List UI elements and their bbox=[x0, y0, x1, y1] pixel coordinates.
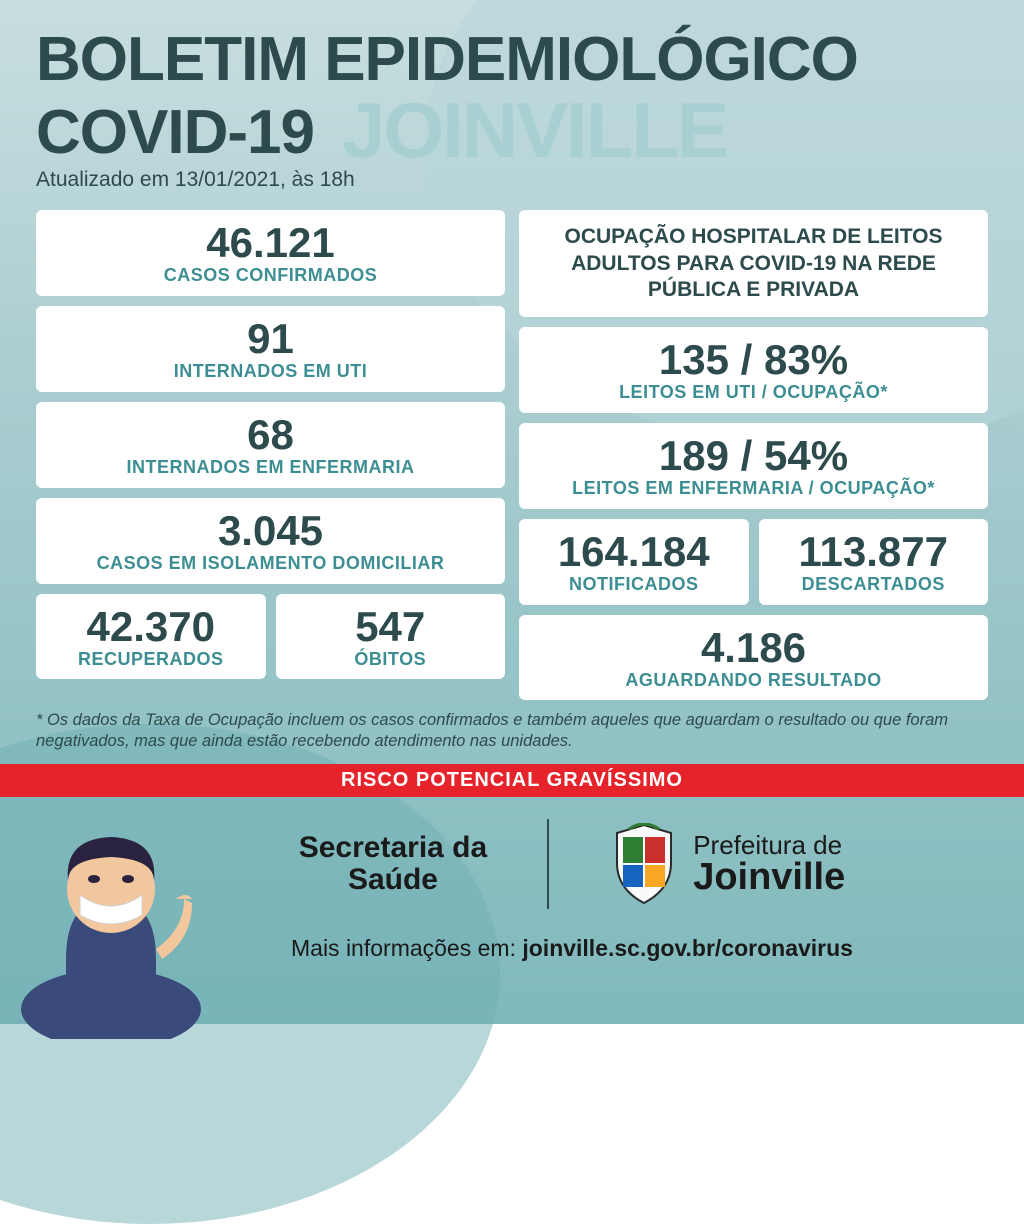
more-info-prefix: Mais informações em: bbox=[291, 935, 522, 961]
recovered-label: RECUPERADOS bbox=[46, 650, 256, 670]
shield-icon bbox=[609, 823, 679, 905]
mask-person-icon bbox=[16, 799, 216, 1039]
card-awaiting: 4.186 AGUARDANDO RESULTADO bbox=[519, 615, 988, 701]
notified-value: 164.184 bbox=[529, 531, 739, 573]
awaiting-value: 4.186 bbox=[529, 627, 978, 669]
card-icu: 91 INTERNADOS EM UTI bbox=[36, 306, 505, 392]
row-recovered-deaths: 42.370 RECUPERADOS 547 ÓBITOS bbox=[36, 594, 505, 680]
secretaria-line1: Secretaria da bbox=[299, 832, 487, 864]
risk-banner: RISCO POTENCIAL GRAVÍSSIMO bbox=[0, 764, 1024, 797]
discarded-label: DESCARTADOS bbox=[769, 575, 979, 595]
prefeitura-line2: Joinville bbox=[693, 858, 845, 896]
card-hospital-heading: OCUPAÇÃO HOSPITALAR DE LEITOS ADULTOS PA… bbox=[519, 210, 988, 317]
card-deaths: 547 ÓBITOS bbox=[276, 594, 506, 680]
bulletin-container: BOLETIM EPIDEMIOLÓGICO COVID-19 JOINVILL… bbox=[0, 0, 1024, 1024]
recovered-value: 42.370 bbox=[46, 606, 256, 648]
icu-label: INTERNADOS EM UTI bbox=[46, 362, 495, 382]
prefeitura-logo: Prefeitura de Joinville bbox=[609, 823, 845, 905]
card-confirmed: 46.121 CASOS CONFIRMADOS bbox=[36, 210, 505, 296]
card-isolation: 3.045 CASOS EM ISOLAMENTO DOMICILIAR bbox=[36, 498, 505, 584]
secretaria-logo: Secretaria da Saúde bbox=[299, 832, 487, 895]
discarded-value: 113.877 bbox=[769, 531, 979, 573]
stats-grid: 46.121 CASOS CONFIRMADOS 91 INTERNADOS E… bbox=[36, 210, 988, 700]
title-line-2-wrap: COVID-19 JOINVILLE bbox=[36, 91, 988, 164]
confirmed-label: CASOS CONFIRMADOS bbox=[46, 266, 495, 286]
deaths-value: 547 bbox=[286, 606, 496, 648]
notified-label: NOTIFICADOS bbox=[529, 575, 739, 595]
awaiting-label: AGUARDANDO RESULTADO bbox=[529, 671, 978, 691]
row-notified-discarded: 164.184 NOTIFICADOS 113.877 DESCARTADOS bbox=[519, 519, 988, 605]
card-icu-beds: 135 / 83% LEITOS EM UTI / OCUPAÇÃO* bbox=[519, 327, 988, 413]
card-recovered: 42.370 RECUPERADOS bbox=[36, 594, 266, 680]
title-line-2: COVID-19 bbox=[36, 101, 314, 164]
footer: Secretaria da Saúde Prefeitura de Joinvi… bbox=[36, 819, 988, 1019]
card-notified: 164.184 NOTIFICADOS bbox=[519, 519, 749, 605]
left-column: 46.121 CASOS CONFIRMADOS 91 INTERNADOS E… bbox=[36, 210, 505, 700]
ward-beds-label: LEITOS EM ENFERMARIA / OCUPAÇÃO* bbox=[529, 479, 978, 499]
title-line-1: BOLETIM EPIDEMIOLÓGICO bbox=[36, 28, 988, 91]
ward-value: 68 bbox=[46, 414, 495, 456]
header: BOLETIM EPIDEMIOLÓGICO COVID-19 JOINVILL… bbox=[36, 28, 988, 192]
isolation-value: 3.045 bbox=[46, 510, 495, 552]
secretaria-line2: Saúde bbox=[299, 864, 487, 896]
card-ward: 68 INTERNADOS EM ENFERMARIA bbox=[36, 402, 505, 488]
footnote: * Os dados da Taxa de Ocupação incluem o… bbox=[36, 710, 988, 751]
icu-beds-value: 135 / 83% bbox=[529, 339, 978, 381]
icu-beds-label: LEITOS EM UTI / OCUPAÇÃO* bbox=[529, 383, 978, 403]
card-discarded: 113.877 DESCARTADOS bbox=[759, 519, 989, 605]
more-info-url: joinville.sc.gov.br/coronavirus bbox=[522, 935, 853, 961]
right-column: OCUPAÇÃO HOSPITALAR DE LEITOS ADULTOS PA… bbox=[519, 210, 988, 700]
icu-value: 91 bbox=[46, 318, 495, 360]
ward-beds-value: 189 / 54% bbox=[529, 435, 978, 477]
city-name: JOINVILLE bbox=[342, 95, 727, 165]
isolation-label: CASOS EM ISOLAMENTO DOMICILIAR bbox=[46, 554, 495, 574]
prefeitura-text: Prefeitura de Joinville bbox=[693, 832, 845, 896]
ward-label: INTERNADOS EM ENFERMARIA bbox=[46, 458, 495, 478]
confirmed-value: 46.121 bbox=[46, 222, 495, 264]
logo-divider bbox=[547, 819, 549, 909]
deaths-label: ÓBITOS bbox=[286, 650, 496, 670]
hospital-heading-text: OCUPAÇÃO HOSPITALAR DE LEITOS ADULTOS PA… bbox=[535, 224, 972, 303]
card-ward-beds: 189 / 54% LEITOS EM ENFERMARIA / OCUPAÇÃ… bbox=[519, 423, 988, 509]
prefeitura-line1: Prefeitura de bbox=[693, 832, 845, 858]
